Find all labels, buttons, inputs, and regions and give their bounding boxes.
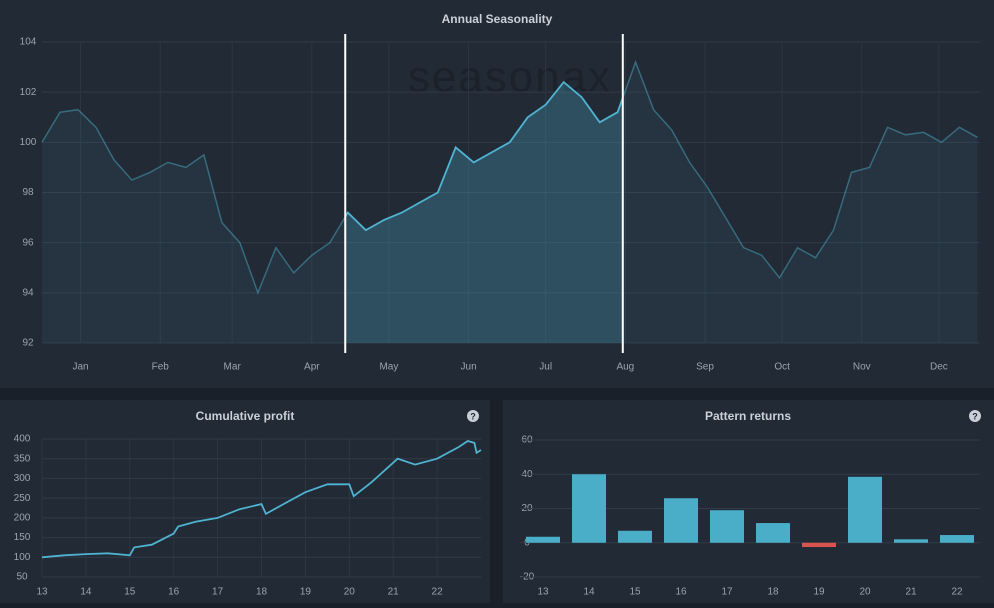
- y-tick-label: 100: [14, 552, 31, 563]
- x-tick-label: 18: [256, 587, 268, 598]
- x-tick-label: Feb: [152, 362, 170, 373]
- y-tick-label: 50: [16, 572, 28, 583]
- series-line: [41, 440, 482, 559]
- x-tick-label: Mar: [224, 362, 242, 373]
- x-tick-label: Apr: [304, 362, 320, 373]
- y-tick-label: 96: [22, 237, 34, 248]
- y-tick-label: 98: [22, 187, 34, 198]
- y-tick-label: 250: [14, 493, 31, 504]
- x-tick-label: 20: [859, 587, 871, 598]
- bar: [525, 536, 561, 543]
- x-tick-label: 19: [300, 587, 312, 598]
- x-tick-label: 14: [583, 587, 595, 598]
- x-tick-label: 20: [344, 587, 356, 598]
- y-tick-label: 350: [14, 453, 31, 464]
- bar: [571, 474, 607, 543]
- x-tick-label: May: [379, 362, 398, 373]
- x-tick-label: 16: [168, 587, 180, 598]
- x-tick-label: Jan: [72, 362, 88, 373]
- y-tick-label: 92: [22, 338, 34, 349]
- x-tick-label: Oct: [774, 362, 790, 373]
- help-icon[interactable]: [467, 410, 479, 422]
- bar: [755, 523, 791, 543]
- x-tick-label: 13: [36, 587, 48, 598]
- bar: [893, 539, 929, 543]
- x-tick-label: 16: [675, 587, 687, 598]
- x-tick-label: 14: [80, 587, 92, 598]
- x-tick-label: Jul: [539, 362, 552, 373]
- x-tick-label: Nov: [853, 362, 871, 373]
- profit-panel: [0, 400, 490, 603]
- y-tick-label: 200: [14, 512, 31, 523]
- y-tick-label: 100: [20, 137, 37, 148]
- chart-title: Cumulative profit: [196, 409, 295, 423]
- x-tick-label: 21: [905, 587, 917, 598]
- x-tick-label: Dec: [930, 362, 948, 373]
- bar: [939, 535, 975, 543]
- x-tick-label: 22: [951, 587, 963, 598]
- area: [42, 62, 978, 343]
- x-tick-label: 15: [629, 587, 641, 598]
- x-tick-label: 17: [212, 587, 224, 598]
- bar: [617, 530, 653, 543]
- y-tick-label: 94: [22, 287, 34, 298]
- x-tick-label: 15: [124, 587, 136, 598]
- highlight-line: [345, 80, 623, 232]
- highlight-area: [345, 82, 623, 343]
- x-tick-label: 17: [721, 587, 733, 598]
- x-tick-label: Sep: [696, 362, 714, 373]
- chart-title: Pattern returns: [705, 409, 791, 423]
- x-tick-label: 21: [388, 587, 400, 598]
- x-tick-label: 19: [813, 587, 825, 598]
- x-tick-label: 13: [537, 587, 549, 598]
- y-tick-label: 300: [14, 473, 31, 484]
- watermark: seasonax: [408, 53, 612, 102]
- seasonality-panel: [0, 0, 994, 388]
- help-icon-text[interactable]: ?: [470, 411, 476, 421]
- y-tick-label: 150: [14, 532, 31, 543]
- y-tick-label: 400: [14, 434, 31, 445]
- bar: [663, 498, 699, 543]
- bar: [847, 476, 883, 543]
- x-tick-label: Aug: [616, 362, 634, 373]
- x-tick-label: 22: [432, 587, 444, 598]
- y-tick-label: 104: [20, 37, 37, 48]
- chart-title: Annual Seasonality: [442, 12, 553, 26]
- bar: [709, 510, 745, 543]
- x-tick-label: Jun: [461, 362, 477, 373]
- y-tick-label: 102: [20, 87, 37, 98]
- help-icon-text[interactable]: ?: [972, 411, 978, 421]
- x-tick-label: 18: [767, 587, 779, 598]
- help-icon[interactable]: [969, 410, 981, 422]
- bar: [801, 542, 837, 548]
